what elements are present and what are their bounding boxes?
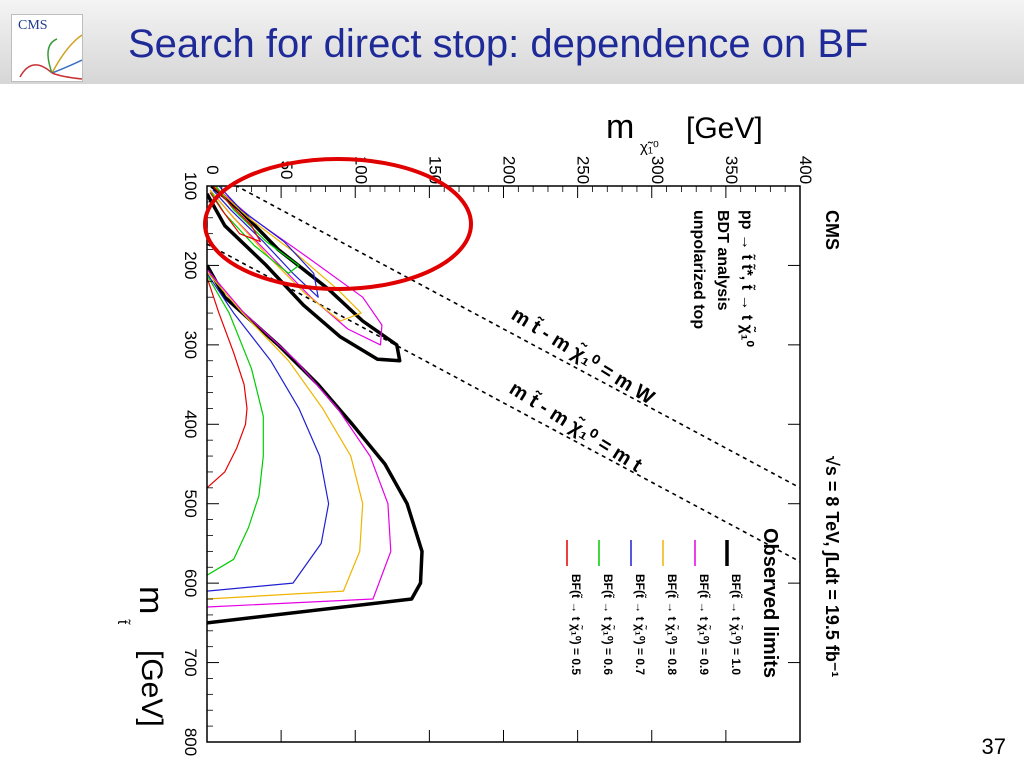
analysis-label: BDT analysis [714,210,731,311]
process-label: pp → t̃ t̃*, t̃ → t χ̃₁⁰ [738,210,758,347]
y-tick-label: 0 [203,165,222,174]
legend-entry-5: BF(t̃ → t χ̃₁⁰) = 0.6 [601,574,616,675]
contour-2-island [209,186,383,346]
x-tick-label: 600 [181,569,200,597]
legend-title: Observed limits [759,528,781,678]
y-axis-label: m [606,108,634,146]
legend-entry-1: BF(t̃ → t χ̃₁⁰) = 1.0 [729,574,744,675]
y-axis-label-sub: χ̃₁⁰ [640,139,659,156]
x-axis-label-sub: t̃ [114,618,131,625]
x-tick-label: 500 [181,490,200,518]
legend-entry-2: BF(t̃ → t χ̃₁⁰) = 0.9 [697,574,712,675]
slide-title: Search for direct stop: dependence on BF [128,22,869,66]
contour-1-main [207,264,424,625]
contour-5-island [210,186,300,274]
y-tick-label: 350 [722,156,741,184]
contour-5-main [207,274,264,576]
contour-4-main [207,273,330,592]
x-tick-label: 400 [181,410,200,438]
contour-3-main [207,271,364,600]
contour-4-island [212,186,319,298]
cms-logo: CMS [11,14,83,82]
highlight-ellipse [203,157,473,291]
contour-1-island [207,186,402,363]
contour-2-main [207,269,392,608]
x-tick-label: 800 [181,728,200,756]
energy-lumi-label: √s = 8 TeV, ∫Ldt = 19.5 fb⁻¹ [822,456,842,677]
x-axis-unit: [GeV] [135,650,168,727]
contour-6-island [209,186,261,243]
y-tick-label: 250 [574,156,593,184]
y-tick-label: 200 [500,156,519,184]
logo-text: CMS [18,18,48,33]
y-tick-label: 300 [648,156,667,184]
x-tick-label: 300 [181,331,200,359]
kinematic-line-w [234,186,800,489]
legend-entry-4: BF(t̃ → t χ̃₁⁰) = 0.7 [633,574,648,675]
plot-curves [207,186,800,625]
kinematic-line-t [207,243,800,563]
page-number: 37 [981,734,1006,759]
logo-tracks-icon [19,34,82,80]
x-tick-label: 100 [181,172,200,200]
polarization-label: unpolarized top [690,210,707,329]
y-tick-label: 100 [351,156,370,184]
contour-6-main [207,277,248,489]
y-tick-label: 400 [796,156,815,184]
x-tick-label: 200 [181,251,200,279]
x-tick-label: 700 [181,648,200,676]
legend-entry-6: BF(t̃ → t χ̃₁⁰) = 0.5 [569,574,584,675]
slide-header: CMS Search for direct stop: dependence o… [0,0,1024,84]
cms-label: CMS [822,210,842,250]
y-axis-unit: [GeV] [686,112,763,145]
legend-entry-3: BF(t̃ → t χ̃₁⁰) = 0.8 [665,574,680,675]
x-axis-label: m [132,586,170,614]
